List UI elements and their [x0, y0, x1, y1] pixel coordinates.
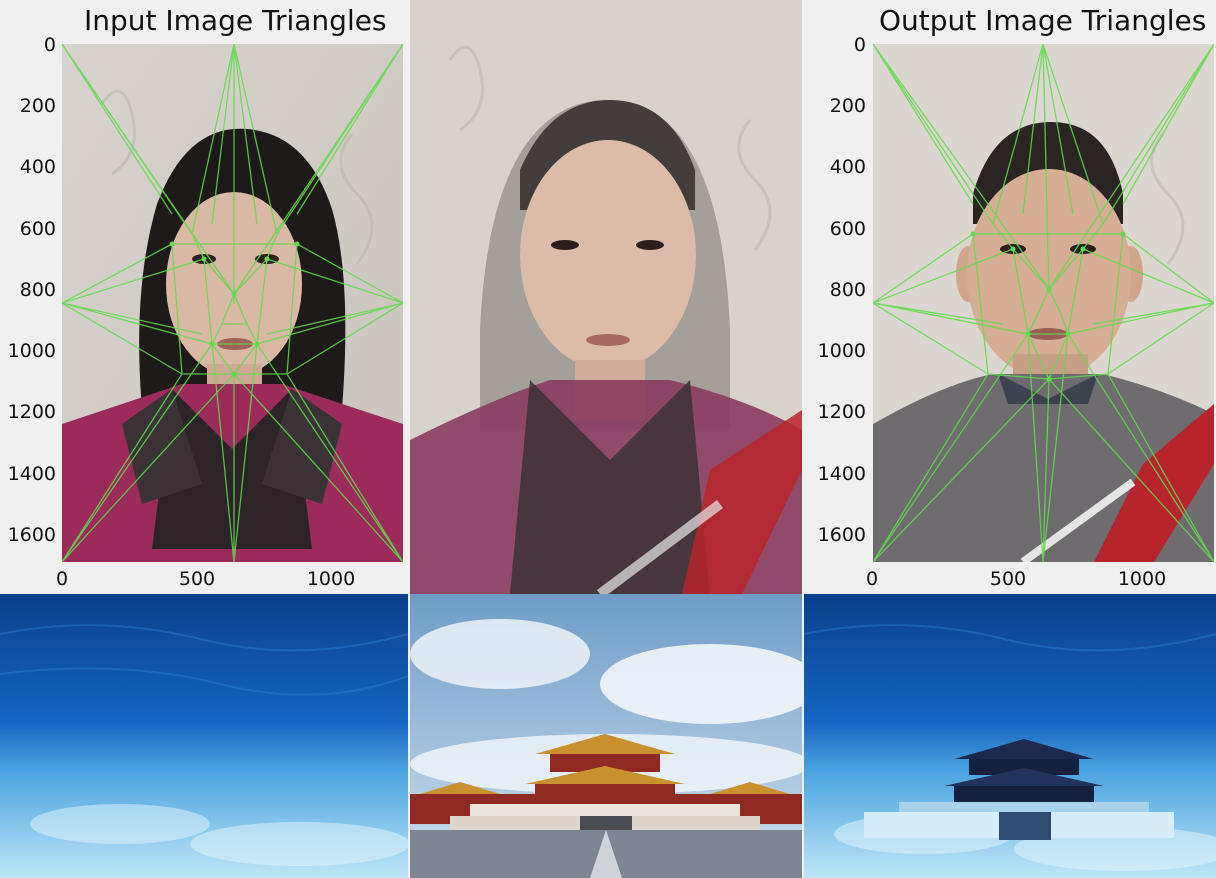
- left-xtick: 0: [55, 568, 69, 590]
- right-xtick: 500: [989, 568, 1027, 590]
- right-ytick: 1000: [817, 340, 866, 362]
- underwater-background-image: [0, 594, 408, 878]
- right-ytick: 1400: [817, 463, 866, 485]
- right-ytick: 0: [853, 34, 866, 56]
- left-ytick: 600: [19, 218, 56, 240]
- right-ytick: 200: [829, 95, 866, 117]
- left-ytick: 400: [19, 156, 56, 178]
- left-ytick: 200: [19, 95, 56, 117]
- left-ytick: 1400: [7, 463, 56, 485]
- right-plot-title: Output Image Triangles: [879, 4, 1207, 37]
- left-ytick: 1200: [7, 401, 56, 423]
- composite-underwater-palace-image: [804, 594, 1216, 878]
- right-ytick: 400: [829, 156, 866, 178]
- left-xtick: 500: [178, 568, 216, 590]
- right-ytick: 1600: [817, 524, 866, 546]
- left-xtick: 1000: [306, 568, 356, 590]
- left-ytick: 1000: [7, 340, 56, 362]
- palace-image: [410, 594, 802, 878]
- right-xtick: 1000: [1117, 568, 1167, 590]
- left-ytick: 800: [19, 279, 56, 301]
- input-face-image: [62, 44, 403, 562]
- left-ytick: 0: [43, 34, 56, 56]
- left-ytick: 1600: [7, 524, 56, 546]
- right-ytick: 800: [829, 279, 866, 301]
- right-xtick: 0: [865, 568, 879, 590]
- right-ytick: 600: [829, 218, 866, 240]
- output-face-image: [873, 44, 1214, 562]
- left-plot-title: Input Image Triangles: [84, 4, 387, 37]
- morphed-face-image: [410, 0, 802, 594]
- right-ytick: 1200: [817, 401, 866, 423]
